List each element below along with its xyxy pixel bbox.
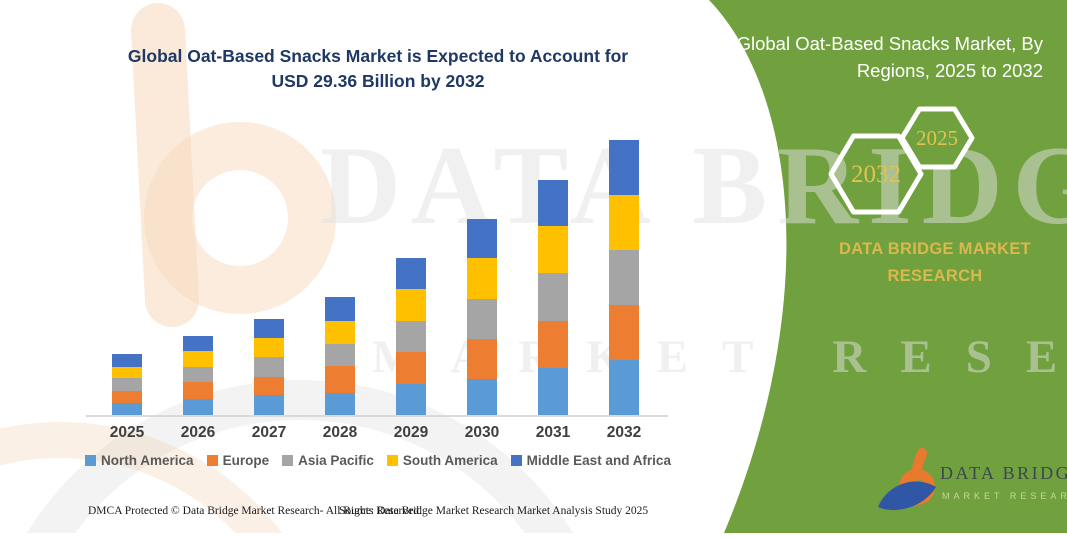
- bar-2026-south-america: [183, 351, 213, 368]
- x-axis-label-2027: 2027: [251, 424, 287, 441]
- x-axis-label-2025: 2025: [109, 424, 145, 441]
- bar-2028: [325, 296, 355, 415]
- bar-2030-middle-east-and-africa: [467, 219, 497, 258]
- panel-title: Global Oat-Based Snacks Market, By Regio…: [713, 30, 1043, 84]
- bar-2027-middle-east-and-africa: [254, 318, 284, 339]
- bar-2031-middle-east-and-africa: [538, 180, 568, 226]
- source-notice: Source: Data Bridge Market Research Mark…: [339, 505, 649, 517]
- bar-2028-north-america: [325, 392, 355, 415]
- bar-2032-north-america: [609, 359, 639, 415]
- legend-item-south-america: South America: [386, 453, 498, 468]
- bar-2027-north-america: [254, 395, 284, 415]
- bar-2029-south-america: [396, 288, 426, 321]
- bar-2028-europe: [325, 366, 355, 393]
- data-bridge-logo: DATA BRIDGE MARKET RESEARCH: [878, 448, 1067, 511]
- bar-2030-asia-pacific: [467, 298, 497, 340]
- legend-label-asia-pacific: Asia Pacific: [298, 453, 374, 468]
- x-axis-label-2030: 2030: [464, 424, 500, 441]
- bar-2028-asia-pacific: [325, 343, 355, 367]
- chart-title: Global Oat-Based Snacks Market is Expect…: [88, 44, 668, 94]
- bar-2030: [467, 219, 497, 415]
- bar-2026-north-america: [183, 399, 213, 415]
- hexagon-2025: [899, 106, 975, 170]
- bar-2027: [254, 318, 284, 415]
- bar-2027-asia-pacific: [254, 356, 284, 377]
- x-axis-label-2031: 2031: [535, 424, 571, 441]
- legend-item-middle-east-africa: Middle East and Africa: [510, 453, 671, 468]
- bar-2028-middle-east-and-africa: [325, 296, 355, 322]
- bar-2029-north-america: [396, 384, 426, 415]
- bar-2031-north-america: [538, 368, 568, 415]
- x-axis-label-2028: 2028: [322, 424, 358, 441]
- bar-2025-europe: [112, 390, 142, 403]
- chart-legend: North America Europe Asia Pacific South …: [80, 453, 676, 468]
- x-axis-label-2032: 2032: [606, 424, 642, 441]
- bar-2029-middle-east-and-africa: [396, 257, 426, 289]
- bar-2026: [183, 336, 213, 415]
- legend-label-europe: Europe: [222, 453, 270, 468]
- bar-2025: [112, 354, 142, 415]
- legend-swatch-europe: [206, 455, 218, 466]
- bar-2031-asia-pacific: [538, 272, 568, 322]
- bar-2026-asia-pacific: [183, 367, 213, 383]
- panel-title-line1: Global Oat-Based Snacks Market, By: [736, 33, 1043, 54]
- bar-2029-europe: [396, 352, 426, 385]
- panel-title-line2: Regions, 2025 to 2032: [856, 60, 1043, 81]
- legend-item-asia-pacific: Asia Pacific: [282, 453, 374, 468]
- logo-subtitle: MARKET RESEARCH: [942, 491, 1067, 501]
- bar-2032-south-america: [609, 194, 639, 251]
- hexagon-2032: [828, 133, 924, 215]
- bar-2031: [538, 180, 568, 415]
- bar-2027-europe: [254, 376, 284, 396]
- bar-2031-south-america: [538, 225, 568, 273]
- bar-2025-south-america: [112, 367, 142, 379]
- hexagon-2025-label: 2025: [916, 126, 958, 150]
- bar-2030-south-america: [467, 257, 497, 299]
- brand-text-line1: DATA BRIDGE MARKET: [838, 240, 1032, 258]
- bar-2027-south-america: [254, 338, 284, 357]
- bar-2032-asia-pacific: [609, 250, 639, 306]
- legend-label-south-america: South America: [402, 453, 498, 468]
- bar-2028-south-america: [325, 321, 355, 344]
- chart-title-line2: USD 29.36 Billion by 2032: [271, 71, 485, 91]
- bar-2032-europe: [609, 305, 639, 360]
- hexagon-2032-label: 2032: [851, 161, 901, 188]
- bar-2030-north-america: [467, 378, 497, 415]
- bar-2026-middle-east-and-africa: [183, 336, 213, 352]
- legend-swatch-north-america: [85, 455, 97, 466]
- faint-logo-watermark: [0, 3, 573, 533]
- legend-swatch-middle-east-africa: [510, 455, 522, 466]
- bar-2025-north-america: [112, 402, 142, 415]
- legend-item-north-america: North America: [85, 453, 194, 468]
- bar-2032-middle-east-and-africa: [609, 139, 639, 195]
- bar-2025-middle-east-and-africa: [112, 354, 142, 368]
- brand-text-line2: RESEARCH: [887, 267, 983, 285]
- bar-2031-europe: [538, 321, 568, 369]
- logo-title: DATA BRIDGE: [940, 463, 1067, 483]
- bar-2025-asia-pacific: [112, 378, 142, 391]
- bar-2029-asia-pacific: [396, 320, 426, 353]
- bar-2032: [609, 139, 639, 415]
- chart-title-line1: Global Oat-Based Snacks Market is Expect…: [127, 46, 629, 66]
- bar-2030-europe: [467, 339, 497, 379]
- legend-swatch-south-america: [386, 455, 398, 466]
- brand-text: DATA BRIDGE MARKET RESEARCH: [790, 236, 1067, 290]
- x-axis-line: [86, 415, 668, 417]
- legend-label-north-america: North America: [101, 453, 194, 468]
- bar-2026-europe: [183, 382, 213, 400]
- legend-swatch-asia-pacific: [282, 455, 294, 466]
- x-axis-label-2026: 2026: [180, 424, 216, 441]
- hexagon-graphic: 2032 2025: [828, 106, 975, 215]
- x-axis-label-2029: 2029: [393, 424, 429, 441]
- bar-2029: [396, 257, 426, 415]
- dmca-notice: DMCA Protected © Data Bridge Market Rese…: [88, 505, 422, 517]
- legend-item-europe: Europe: [206, 453, 270, 468]
- logo-d-swoosh: [878, 481, 936, 511]
- legend-label-middle-east-africa: Middle East and Africa: [526, 453, 671, 468]
